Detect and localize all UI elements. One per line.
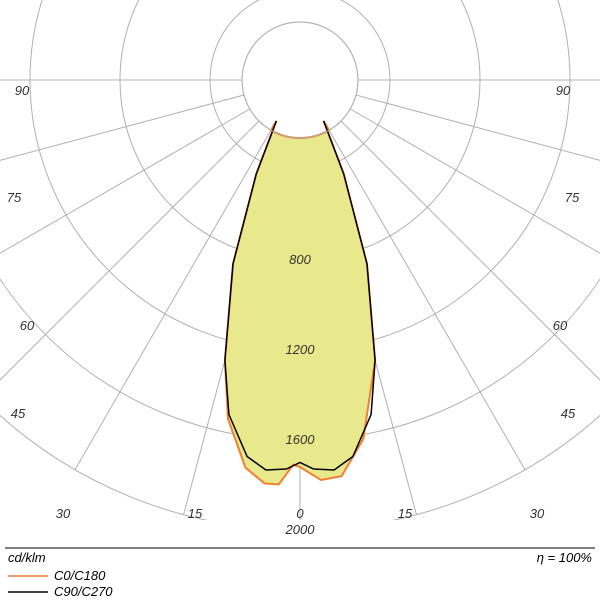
angle-tick-label: 30 bbox=[56, 506, 71, 521]
unit-label: cd/klm bbox=[8, 550, 46, 565]
radial-tick-label: 1200 bbox=[286, 342, 316, 357]
angle-tick-label: 45 bbox=[561, 406, 576, 421]
radial-tick-label: 1600 bbox=[286, 432, 316, 447]
angle-tick-label: 30 bbox=[530, 506, 545, 521]
angle-tick-label: 15 bbox=[398, 506, 413, 521]
radial-tick-label: 2000 bbox=[285, 522, 316, 537]
polar-chart-container: 800 1200 1600 2000 90 90 75 75 60 60 45 45 30 15 0 15 30… bbox=[0, 0, 600, 600]
legend-c0-label: C0/C180 bbox=[54, 568, 106, 583]
angle-tick-label: 60 bbox=[553, 318, 568, 333]
angle-tick-label: 15 bbox=[188, 506, 203, 521]
angle-tick-label: 75 bbox=[7, 190, 22, 205]
c0-curve bbox=[225, 121, 375, 485]
angle-tick-label: 75 bbox=[565, 190, 580, 205]
angle-tick-label: 90 bbox=[15, 83, 30, 98]
polar-chart-svg: 800 1200 1600 2000 90 90 75 75 60 60 45 45 30 15 0 15 30… bbox=[0, 0, 600, 600]
angle-tick-label: 90 bbox=[556, 83, 571, 98]
legend-c90-label: C90/C270 bbox=[54, 584, 113, 599]
angle-tick-label: 60 bbox=[20, 318, 35, 333]
angle-tick-label: 0 bbox=[296, 506, 304, 521]
radial-tick-label: 800 bbox=[289, 252, 311, 267]
efficiency-label: η = 100% bbox=[537, 550, 592, 565]
angle-tick-label: 45 bbox=[11, 406, 26, 421]
